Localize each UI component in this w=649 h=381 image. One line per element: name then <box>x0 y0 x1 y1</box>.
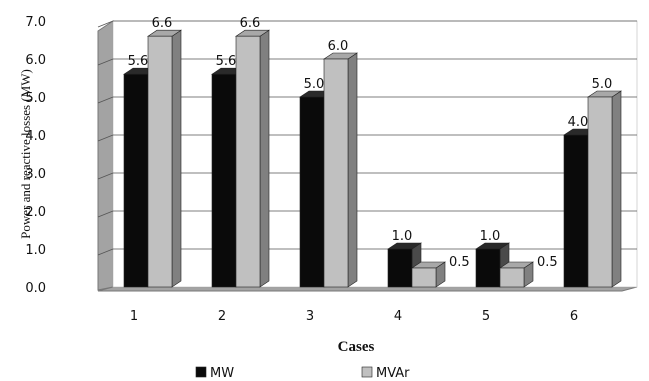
data-label: 6.6 <box>152 16 173 31</box>
data-label: 5.6 <box>128 54 149 69</box>
data-label: 1.0 <box>480 229 501 244</box>
data-label: 0.5 <box>537 255 558 270</box>
bar-front <box>211 73 237 288</box>
bar-front <box>147 35 173 288</box>
y-axis-title: Power and reactive losses (MW) <box>18 69 33 239</box>
x-tick-label: 5 <box>482 309 490 324</box>
y-tick-label: 1.0 <box>25 243 46 258</box>
tick-labels: 0.0 1.0 2.0 3.0 4.0 5.0 6.0 7.0 1 2 3 4 5 6 <box>25 15 578 324</box>
bar-mvar-2 <box>235 29 270 288</box>
bar-side <box>347 52 358 288</box>
data-label: 5.6 <box>216 54 237 69</box>
legend-item-mw: MW <box>195 366 234 381</box>
data-labels: 5.6 6.6 5.6 6.6 5.0 6.0 1.0 0.5 1.0 0.5 4.0 5.0 <box>128 16 613 270</box>
bar-mvar-3 <box>323 52 358 288</box>
legend-label: MVAr <box>376 366 410 381</box>
bar-side <box>611 90 622 288</box>
bar-front <box>387 248 413 288</box>
data-label: 4.0 <box>568 115 589 130</box>
y-tick-label: 6.0 <box>25 53 46 68</box>
legend-swatch <box>361 366 373 378</box>
legend-item-mvar: MVAr <box>361 366 410 381</box>
bars <box>123 29 622 288</box>
x-tick-label: 1 <box>130 309 138 324</box>
bar-front <box>323 58 349 288</box>
bar-side <box>259 29 270 288</box>
bar-front <box>475 248 501 288</box>
bar-front <box>587 96 613 288</box>
gridline-wall <box>97 134 114 142</box>
gridline-wall <box>97 58 114 66</box>
gridline-wall <box>97 248 114 256</box>
gridline-wall <box>97 172 114 180</box>
floor <box>97 286 638 292</box>
gridlines <box>97 20 637 256</box>
x-axis-title: Cases <box>338 339 375 355</box>
legend-label: MW <box>210 366 234 381</box>
y-tick-label: 7.0 <box>25 15 46 30</box>
y-tick-label: 4.0 <box>25 129 46 144</box>
data-label: 6.0 <box>328 39 349 54</box>
gridline-wall <box>97 210 114 218</box>
gridline-wall <box>97 96 114 104</box>
y-tick-label: 0.0 <box>25 281 46 296</box>
legend-swatch <box>195 366 207 378</box>
y-tick-label: 3.0 <box>25 167 46 182</box>
bar-side <box>171 29 182 288</box>
bar-mvar-1 <box>147 29 182 288</box>
bar-front <box>411 267 437 288</box>
bar-front <box>563 134 589 288</box>
data-label: 5.0 <box>592 77 613 92</box>
bar-front <box>299 96 325 288</box>
y-tick-label: 2.0 <box>25 205 46 220</box>
x-tick-label: 3 <box>306 309 314 324</box>
x-tick-label: 4 <box>394 309 402 324</box>
chart-walls <box>97 20 638 292</box>
data-label: 6.6 <box>240 16 261 31</box>
x-tick-label: 6 <box>570 309 578 324</box>
bar-mvar-5 <box>499 261 534 288</box>
bar-mvar-6 <box>587 90 622 288</box>
legend: MW MVAr <box>195 366 410 381</box>
data-label: 1.0 <box>392 229 413 244</box>
gridline-wall <box>97 20 114 28</box>
x-tick-label: 2 <box>218 309 226 324</box>
bar-front <box>499 267 525 288</box>
data-label: 5.0 <box>304 77 325 92</box>
bar-front <box>123 73 149 288</box>
data-label: 0.5 <box>449 255 470 270</box>
bar-mvar-4 <box>411 261 446 288</box>
bar-front <box>235 35 261 288</box>
y-tick-label: 5.0 <box>25 91 46 106</box>
bar-mw-5 <box>475 242 510 288</box>
back-wall <box>112 20 638 288</box>
